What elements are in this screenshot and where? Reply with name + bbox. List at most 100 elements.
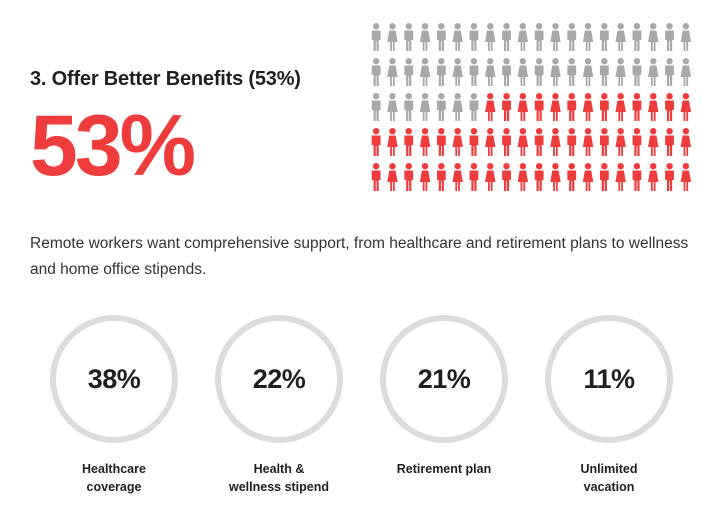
person-icon-highlighted (582, 128, 594, 156)
stat-value: 38% (87, 363, 141, 394)
person-icon (371, 93, 381, 121)
person-icon (452, 58, 463, 86)
stat-label: Retirement plan (396, 462, 492, 476)
person-icon (517, 23, 529, 51)
person-icon (550, 58, 561, 86)
person-icon-highlighted (517, 163, 529, 191)
stat-ring: 38% (50, 315, 178, 443)
person-icon (534, 58, 544, 86)
person-icon-highlighted (469, 163, 479, 191)
person-icon (419, 23, 431, 51)
stat-label: Healthcare coverage (82, 462, 146, 494)
person-icon-highlighted (517, 128, 529, 156)
stat-wellness: 22% Health & wellness stipend (199, 315, 359, 496)
person-icon (485, 23, 496, 51)
person-icon-highlighted (665, 128, 674, 156)
person-icon-highlighted (599, 163, 609, 191)
person-icon-highlighted (534, 163, 544, 191)
person-icon-highlighted (404, 128, 414, 156)
stat-ring: 21% (380, 315, 508, 443)
person-icon (680, 58, 692, 86)
person-icon-highlighted (582, 93, 594, 121)
people-pictograph (368, 20, 694, 200)
person-icon-highlighted (632, 128, 642, 156)
person-icon (648, 23, 659, 51)
person-icon-highlighted (485, 93, 496, 121)
stat-label: Unlimited vacation (580, 462, 638, 494)
person-icon-highlighted (680, 93, 692, 121)
person-icon-highlighted (534, 128, 544, 156)
person-icon-highlighted (615, 93, 626, 121)
person-icon (502, 58, 511, 86)
person-icon (452, 93, 463, 121)
person-icon-highlighted (550, 163, 561, 191)
person-icon-highlighted (680, 163, 692, 191)
person-icon-highlighted (567, 128, 577, 156)
person-icon (419, 58, 431, 86)
person-icon (680, 23, 692, 51)
person-icon-highlighted (582, 163, 594, 191)
person-icon-highlighted (550, 128, 561, 156)
person-icon-highlighted (502, 163, 511, 191)
person-icon (582, 58, 594, 86)
person-icon (469, 23, 479, 51)
person-icon-highlighted (502, 93, 511, 121)
person-icon-highlighted (371, 163, 381, 191)
person-icon (436, 93, 446, 121)
person-icon-highlighted (485, 163, 496, 191)
person-icon-highlighted (436, 163, 446, 191)
person-icon-highlighted (680, 128, 692, 156)
person-icon (665, 58, 674, 86)
person-icon-highlighted (648, 163, 659, 191)
person-icon-highlighted (452, 163, 463, 191)
person-icon-highlighted (567, 93, 577, 121)
person-icon-highlighted (648, 128, 659, 156)
stat-vacation: 11% Unlimited vacation (529, 315, 689, 496)
person-icon-highlighted (665, 163, 674, 191)
person-icon (387, 58, 398, 86)
stat-value: 22% (252, 363, 306, 394)
person-icon-highlighted (632, 93, 642, 121)
description-text: Remote workers want comprehensive suppor… (30, 235, 689, 278)
person-icon (371, 23, 381, 51)
person-icon (550, 23, 561, 51)
stat-value: 11% (583, 363, 635, 394)
big-percentage: 53% (30, 98, 196, 194)
person-icon-highlighted (534, 93, 544, 121)
person-icon (567, 58, 577, 86)
person-icon (615, 58, 626, 86)
person-icon (404, 58, 414, 86)
person-icon-highlighted (567, 163, 577, 191)
person-icon (404, 93, 414, 121)
person-icon (632, 58, 642, 86)
person-icon (387, 93, 398, 121)
person-icon (419, 93, 431, 121)
person-icon (599, 58, 609, 86)
person-icon-highlighted (404, 163, 414, 191)
person-icon (387, 23, 398, 51)
person-icon (371, 58, 381, 86)
person-icon (404, 23, 414, 51)
person-icon (436, 23, 446, 51)
person-icon-highlighted (371, 128, 381, 156)
person-icon (452, 23, 463, 51)
stat-label: Health & wellness stipend (228, 462, 330, 494)
person-icon (599, 23, 609, 51)
person-icon (632, 23, 642, 51)
person-icon-highlighted (665, 93, 674, 121)
person-icon (436, 58, 446, 86)
person-icon-highlighted (469, 128, 479, 156)
person-icon (469, 93, 479, 121)
stat-healthcare: 38% Healthcare coverage (34, 315, 194, 496)
person-icon (485, 58, 496, 86)
stat-ring: 11% (545, 315, 673, 443)
stat-value: 21% (417, 363, 471, 394)
person-icon-highlighted (436, 128, 446, 156)
person-icon (502, 23, 511, 51)
person-icon-highlighted (599, 93, 609, 121)
person-icon (615, 23, 626, 51)
stat-retirement: 21% Retirement plan (364, 315, 524, 478)
person-icon-highlighted (419, 163, 431, 191)
person-icon (469, 58, 479, 86)
person-icon-highlighted (648, 93, 659, 121)
